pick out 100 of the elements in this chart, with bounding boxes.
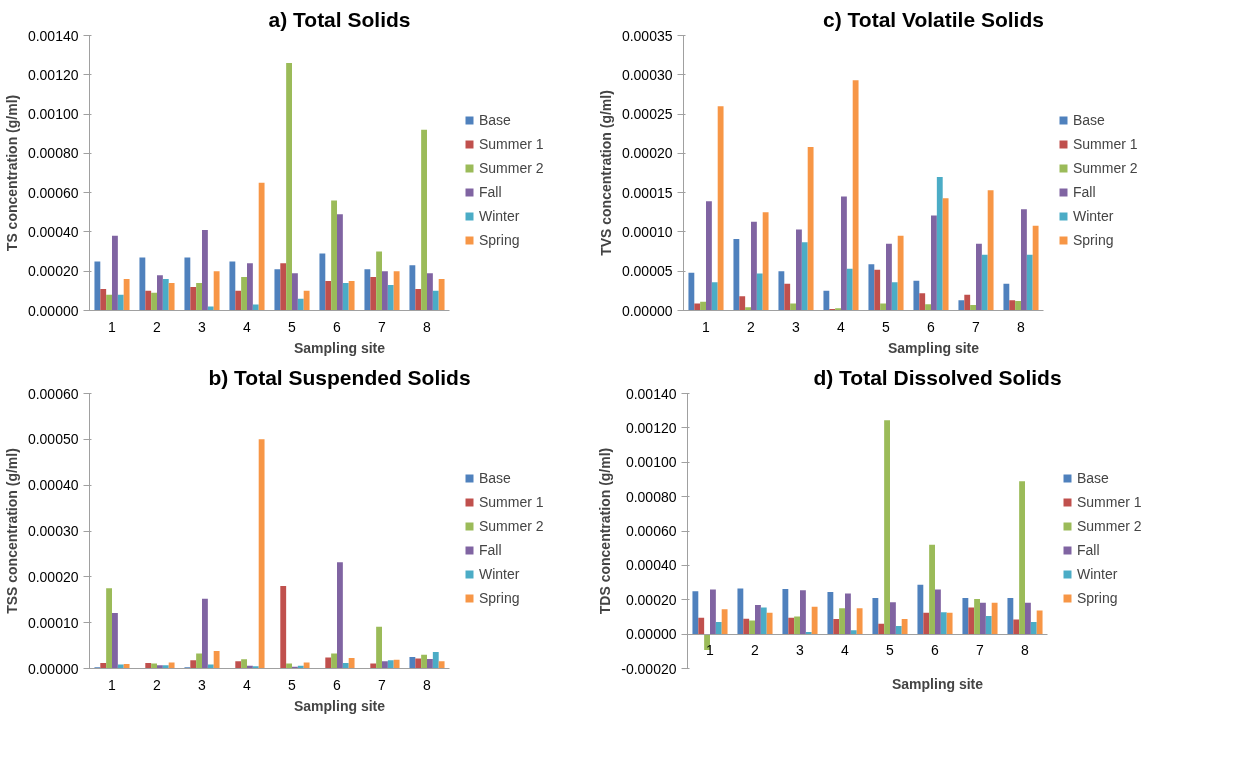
y-axis-title: TS concentration (g/ml) <box>3 94 20 252</box>
y-tick-label: 0.00120 <box>625 419 677 436</box>
x-tick-label: 8 <box>423 676 432 693</box>
chart-title: c) Total Volatile Solids <box>823 7 1044 31</box>
y-tick-label: -0.00020 <box>621 660 677 677</box>
x-tick-label: 2 <box>153 676 162 693</box>
y-tick-label: 0.00010 <box>621 223 673 240</box>
x-axis-title: Sampling site <box>293 697 386 714</box>
y-tick-label: 0.00000 <box>621 302 673 319</box>
legend-label: Base <box>479 112 511 128</box>
y-tick-label: 0.00040 <box>625 557 677 574</box>
y-tick-label: 0.00000 <box>27 302 79 319</box>
y-tick-label: 0.00015 <box>621 184 673 201</box>
x-tick-label: 8 <box>423 318 432 335</box>
y-tick-label: 0.00060 <box>27 385 79 402</box>
legend-label: Summer 2 <box>1073 160 1138 176</box>
legend-label: Winter <box>479 208 520 224</box>
x-tick-label: 6 <box>333 318 342 335</box>
legend-label: Base <box>1077 470 1109 486</box>
legend-label: Spring <box>479 590 520 606</box>
y-tick-label: 0.00010 <box>27 614 79 631</box>
x-axis-title: Sampling site <box>891 675 984 692</box>
y-tick-label: 0.00030 <box>27 523 79 539</box>
y-tick-label: 0.00040 <box>27 477 79 494</box>
x-tick-label: 6 <box>333 676 342 693</box>
x-tick-label: 7 <box>378 318 387 335</box>
x-tick-label: 6 <box>931 642 940 659</box>
y-tick-label: 0.00120 <box>27 66 79 83</box>
y-tick-label: 0.00020 <box>625 591 677 608</box>
y-axis-title: TVS concentration (g/ml) <box>597 90 614 256</box>
y-tick-label: 0.00100 <box>625 454 677 471</box>
y-tick-label: 0.00140 <box>27 27 79 44</box>
legend-label: Winter <box>479 566 520 582</box>
legend-label: Summer 2 <box>479 518 544 534</box>
y-tick-label: 0.00005 <box>621 263 673 280</box>
x-tick-label: 7 <box>972 318 981 335</box>
y-tick-label: 0.00025 <box>621 106 673 123</box>
x-tick-label: 4 <box>841 642 850 659</box>
x-tick-label: 4 <box>243 318 252 335</box>
x-tick-label: 5 <box>882 318 891 335</box>
x-tick-label: 3 <box>796 642 805 659</box>
x-tick-label: 2 <box>153 318 162 335</box>
y-tick-label: 0.00100 <box>27 106 79 123</box>
x-tick-label: 3 <box>792 318 801 335</box>
legend-label: Spring <box>479 232 520 248</box>
x-tick-label: 6 <box>927 318 936 335</box>
x-tick-label: 4 <box>837 318 846 335</box>
x-tick-label: 7 <box>378 676 387 693</box>
x-tick-label: 1 <box>702 318 711 335</box>
legend-label: Base <box>479 470 511 486</box>
legend-label: Summer 1 <box>1073 136 1138 152</box>
x-tick-label: 7 <box>976 642 985 659</box>
legend-label: Spring <box>1073 232 1114 248</box>
legend-label: Fall <box>479 184 502 200</box>
legend-label: Summer 1 <box>479 494 544 510</box>
y-tick-label: 0.00020 <box>27 568 79 585</box>
legend-label: Summer 2 <box>479 160 544 176</box>
y-tick-label: 0.00050 <box>27 431 79 448</box>
legend-label: Fall <box>479 542 502 558</box>
y-tick-label: 0.00080 <box>27 145 79 162</box>
legend-label: Fall <box>1073 184 1096 200</box>
x-tick-label: 2 <box>747 318 756 335</box>
x-tick-label: 4 <box>243 676 252 693</box>
x-tick-label: 3 <box>198 318 207 335</box>
legend-label: Spring <box>1077 590 1118 606</box>
legend-label: Base <box>1073 112 1105 128</box>
legend-label: Summer 1 <box>1077 494 1142 510</box>
x-tick-label: 2 <box>751 642 760 659</box>
x-axis-title: Sampling site <box>887 339 980 356</box>
legend-label: Winter <box>1077 566 1118 582</box>
x-axis-title: Sampling site <box>293 339 386 356</box>
y-tick-label: 0.00000 <box>27 660 79 677</box>
y-tick-label: 0.00040 <box>27 223 79 240</box>
legend-label: Fall <box>1077 542 1100 558</box>
y-tick-label: 0.00080 <box>625 488 677 505</box>
x-tick-label: 1 <box>706 642 715 659</box>
chart-title: a) Total Solids <box>268 7 411 31</box>
y-tick-label: 0.00060 <box>27 184 79 201</box>
x-tick-label: 5 <box>288 676 297 693</box>
x-tick-label: 5 <box>886 642 895 659</box>
y-tick-label: 0.00020 <box>621 145 673 162</box>
y-tick-label: 0.00035 <box>621 27 673 44</box>
x-tick-label: 3 <box>198 676 207 693</box>
x-tick-label: 1 <box>108 318 117 335</box>
y-tick-label: 0.00020 <box>27 263 79 280</box>
y-tick-label: 0.00030 <box>621 66 673 83</box>
chart-title: b) Total Suspended Solids <box>208 365 471 389</box>
legend-label: Winter <box>1073 208 1114 224</box>
y-axis-title: TSS concentration (g/ml) <box>3 448 20 614</box>
y-tick-label: 0.00000 <box>625 626 677 643</box>
y-axis-title: TDS concentration (g/ml) <box>597 447 614 615</box>
x-tick-label: 1 <box>108 676 117 693</box>
y-tick-label: 0.00060 <box>625 523 677 539</box>
legend-label: Summer 2 <box>1077 518 1142 534</box>
y-tick-label: 0.00140 <box>625 385 677 402</box>
chart-title: d) Total Dissolved Solids <box>813 365 1062 389</box>
x-tick-label: 5 <box>288 318 297 335</box>
x-tick-label: 8 <box>1017 318 1026 335</box>
legend-label: Summer 1 <box>479 136 544 152</box>
x-tick-label: 8 <box>1021 642 1030 659</box>
